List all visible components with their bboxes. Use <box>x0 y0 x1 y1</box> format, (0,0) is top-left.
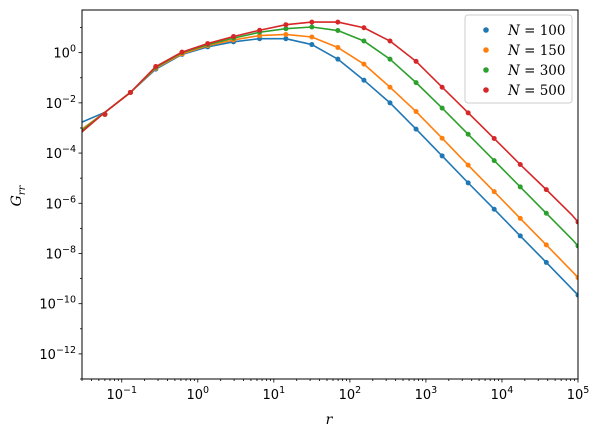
data-point <box>575 243 578 249</box>
data-point <box>413 109 419 115</box>
data-point <box>283 31 289 37</box>
data-point <box>335 28 341 34</box>
data-point <box>283 26 289 32</box>
y-tick-label: 10−12 <box>39 345 76 363</box>
data-point <box>413 80 419 86</box>
data-point <box>231 34 237 39</box>
data-point <box>439 84 445 90</box>
legend-item: N = 150 <box>483 43 565 59</box>
data-point <box>465 162 471 168</box>
y-axis-label: Grr <box>9 184 28 206</box>
legend-box <box>464 14 573 104</box>
data-point <box>439 105 445 111</box>
data-point <box>439 153 445 159</box>
data-point <box>543 187 549 193</box>
legend: N = 100 N = 150 N = 300 N = 500 <box>464 14 573 104</box>
legend-marker <box>483 67 489 73</box>
data-point <box>465 131 471 137</box>
data-point <box>335 56 341 62</box>
data-point <box>361 77 367 83</box>
data-point <box>205 41 211 47</box>
x-tick-label: 101 <box>263 385 286 403</box>
x-tick-label: 10−1 <box>106 385 137 403</box>
data-point <box>517 162 523 168</box>
data-point <box>309 19 315 25</box>
data-point <box>439 135 445 141</box>
data-point <box>543 242 549 248</box>
data-point <box>575 219 578 225</box>
data-point <box>387 84 393 90</box>
y-tick-label: 10−6 <box>45 194 76 212</box>
data-point <box>179 49 185 55</box>
data-point <box>491 189 497 195</box>
data-point <box>283 22 289 28</box>
data-point <box>517 215 523 221</box>
legend-item: N = 300 <box>483 63 565 79</box>
y-tick-label: 10−8 <box>45 244 76 262</box>
data-point <box>102 111 108 117</box>
data-point <box>543 210 549 216</box>
data-point <box>335 19 341 25</box>
legend-item: N = 100 <box>483 23 565 39</box>
legend-items: N = 100 N = 150 N = 300 N = 500 <box>483 23 565 99</box>
plot-frame <box>81 9 579 380</box>
data-point <box>517 184 523 190</box>
y-tick-label: 10−10 <box>39 295 76 313</box>
legend-marker <box>483 27 489 33</box>
data-point <box>575 275 578 281</box>
x-axis-ticks: 10−1 100 101 102 103 104 105 <box>81 379 590 403</box>
y-tick-label: 100 <box>53 44 76 62</box>
data-point <box>465 180 471 186</box>
x-tick-label: 103 <box>415 385 438 403</box>
legend-label: N = 100 <box>507 23 565 39</box>
data-point <box>361 38 367 44</box>
data-point <box>153 64 159 70</box>
y-tick-label: 10−4 <box>45 144 76 162</box>
data-point <box>387 38 393 44</box>
data-point <box>543 259 549 265</box>
data-point <box>387 100 393 106</box>
legend-label: N = 500 <box>507 83 565 99</box>
data-point <box>491 206 497 212</box>
data-point <box>575 292 578 298</box>
legend-label: N = 150 <box>507 43 565 59</box>
y-tick-label: 10−2 <box>45 94 76 112</box>
series-4 <box>82 19 578 225</box>
data-point <box>309 34 315 40</box>
x-tick-label: 102 <box>339 385 362 403</box>
data-point <box>257 27 263 33</box>
x-tick-label: 105 <box>567 385 590 403</box>
data-point <box>335 45 341 51</box>
data-point <box>361 61 367 67</box>
legend-label: N = 300 <box>507 63 565 79</box>
x-axis-label: r <box>326 412 334 428</box>
data-point <box>127 89 133 95</box>
data-point <box>361 25 367 31</box>
data-point <box>465 110 471 116</box>
data-point <box>517 233 523 239</box>
data-point <box>491 158 497 164</box>
series-layer <box>82 19 578 298</box>
data-point <box>413 58 419 64</box>
data-point <box>283 36 289 42</box>
x-tick-label: 104 <box>491 385 514 403</box>
legend-marker <box>483 47 489 53</box>
data-point <box>491 136 497 142</box>
data-point <box>387 56 393 62</box>
data-point <box>413 126 419 132</box>
legend-marker <box>483 87 489 93</box>
y-axis-ticks: 10−12 10−10 10−8 10−6 10−4 10−2 100 <box>39 27 82 380</box>
legend-item: N = 500 <box>483 83 565 99</box>
x-tick-label: 100 <box>187 385 210 403</box>
data-point <box>309 42 315 48</box>
data-point <box>309 24 315 30</box>
